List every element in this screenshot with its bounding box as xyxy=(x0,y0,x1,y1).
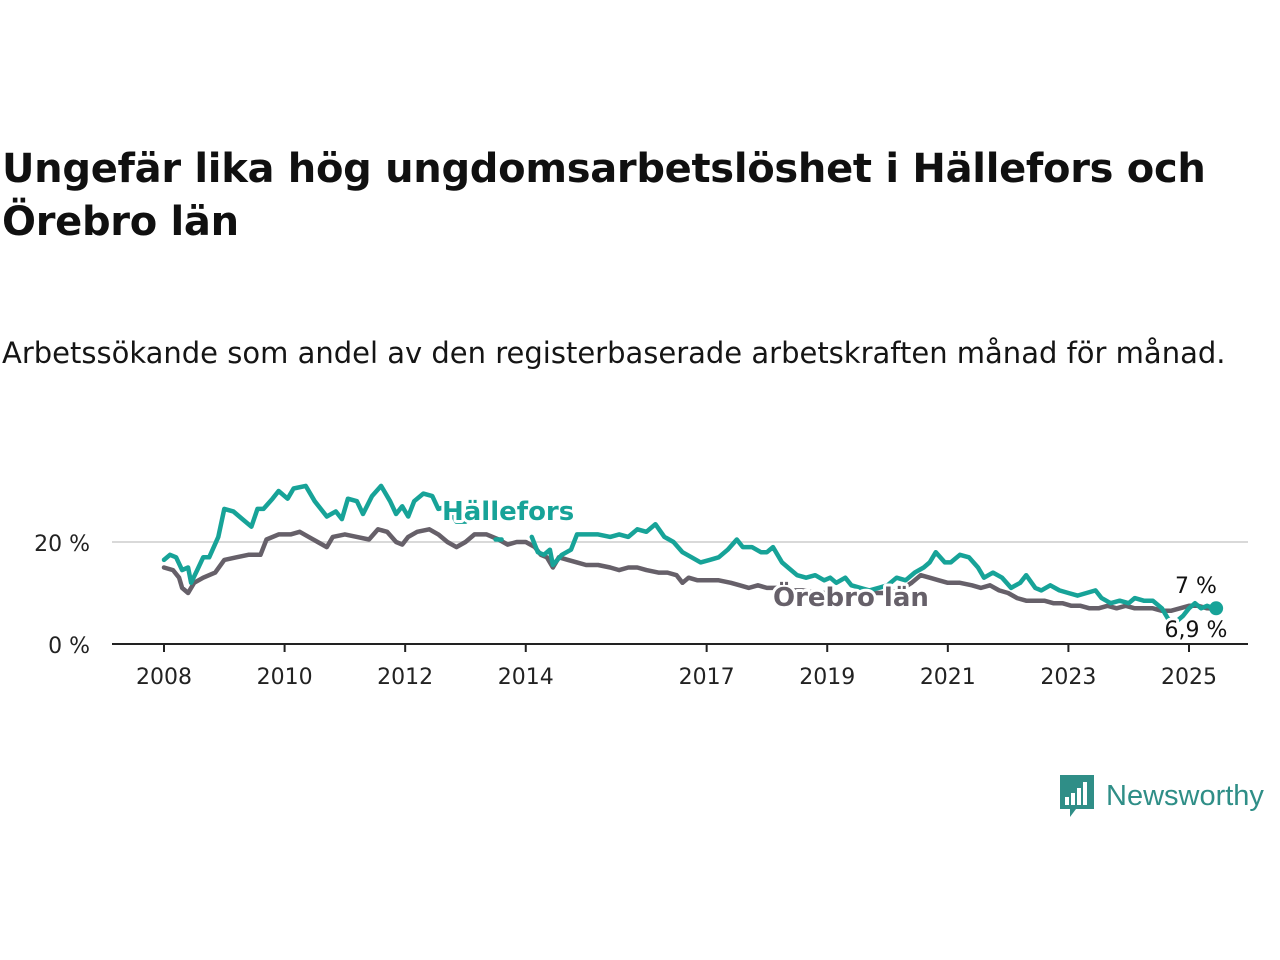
brand-logo: Newsworthy xyxy=(1058,772,1264,820)
x-tick-label: 2023 xyxy=(1040,665,1096,690)
series-line-orebro-lan xyxy=(161,527,1219,614)
bar-chart-speech-bubble-icon xyxy=(1060,775,1094,817)
series-line-hallefors xyxy=(529,521,1219,626)
end-label-orebro-lan: 6,9 % xyxy=(1165,618,1228,643)
series-label-orebro-lan: Örebro län xyxy=(773,580,929,613)
line-chart: 0 % 20 % 2008 2010 2012 2014 2017 2019 2021 2023 2… xyxy=(34,483,1248,690)
x-tick-label: 2019 xyxy=(799,665,855,690)
x-tick-label: 2010 xyxy=(257,665,313,690)
end-label-hallefors: 7 % xyxy=(1175,574,1217,599)
x-tick-label: 2008 xyxy=(136,665,192,690)
x-tick-label: 2014 xyxy=(498,665,554,690)
brand-name: Newsworthy xyxy=(1106,779,1264,812)
y-tick-label: 20 % xyxy=(34,532,90,557)
series-line-hallefors xyxy=(161,483,468,586)
x-tick-label: 2025 xyxy=(1161,665,1217,690)
chart-subtitle: Arbetssökande som andel av den registerb… xyxy=(2,336,1226,370)
series-label-hallefors: Hällefors xyxy=(442,497,574,527)
y-tick-label: 0 % xyxy=(48,634,90,659)
chart-title: Ungefär lika hög ungdomsarbetslöshet i H… xyxy=(2,146,1206,245)
x-tick-label: 2012 xyxy=(377,665,433,690)
end-marker-hallefors xyxy=(1209,601,1224,616)
x-tick-label: 2021 xyxy=(920,665,976,690)
x-tick-label: 2017 xyxy=(679,665,735,690)
